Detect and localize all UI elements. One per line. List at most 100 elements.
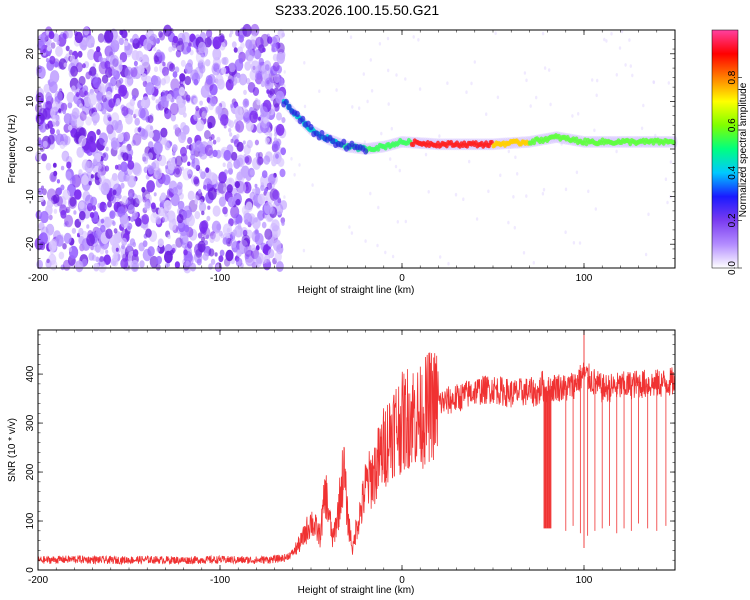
noise-blob — [91, 111, 100, 124]
noise-blob — [494, 31, 497, 35]
noise-blob — [79, 103, 83, 109]
noise-blob — [594, 207, 597, 211]
noise-blob — [120, 161, 128, 172]
noise-blob — [267, 248, 275, 259]
noise-blob — [234, 58, 244, 72]
noise-blob — [195, 107, 203, 119]
noise-blob — [222, 56, 229, 66]
noise-blob — [571, 114, 574, 118]
noise-blob — [234, 181, 240, 189]
noise-blob — [236, 154, 246, 168]
noise-blob — [114, 35, 121, 45]
noise-blob — [394, 164, 398, 169]
noise-blob — [39, 241, 46, 251]
noise-blob — [208, 248, 215, 257]
noise-blob — [254, 232, 264, 246]
noise-blob — [108, 219, 113, 226]
noise-blob — [190, 114, 198, 125]
noise-blob — [243, 244, 253, 257]
noise-blob — [98, 55, 103, 63]
noise-blob — [132, 133, 142, 146]
noise-blob — [263, 201, 273, 215]
noise-blob — [128, 204, 135, 214]
noise-blob — [64, 214, 74, 228]
noise-blob — [40, 98, 44, 104]
noise-blob — [260, 174, 270, 187]
noise-blob — [162, 66, 169, 77]
noise-blob — [218, 171, 227, 184]
noise-blob — [128, 192, 133, 199]
noise-blob — [615, 73, 618, 77]
noise-blob — [233, 213, 242, 225]
noise-blob — [215, 74, 224, 86]
noise-blob — [293, 173, 296, 177]
y-tick-label: 400 — [25, 365, 36, 382]
noise-blob — [156, 246, 161, 253]
noise-blob — [387, 68, 390, 73]
noise-blob — [163, 200, 172, 212]
noise-blob — [260, 80, 266, 88]
noise-blob — [212, 149, 218, 158]
noise-blob — [111, 68, 117, 76]
noise-blob — [59, 140, 66, 150]
noise-blob — [169, 102, 179, 116]
noise-blob — [532, 260, 535, 265]
noise-blob — [272, 61, 280, 72]
noise-blob — [92, 158, 98, 166]
noise-blob — [223, 149, 232, 161]
noise-blob — [186, 45, 192, 53]
noise-blob — [46, 45, 52, 52]
ridge-accent — [308, 123, 314, 131]
noise-blob — [273, 74, 280, 83]
noise-blob — [369, 58, 372, 62]
noise-blob — [277, 157, 285, 167]
noise-blob — [132, 249, 139, 257]
noise-blob — [87, 49, 96, 61]
noise-blob — [79, 111, 87, 121]
noise-blob — [99, 201, 106, 211]
noise-blob — [158, 30, 163, 38]
noise-blob — [376, 243, 379, 248]
noise-blob — [155, 178, 163, 188]
noise-blob — [184, 224, 190, 233]
noise-blob — [169, 249, 174, 256]
noise-blob — [158, 155, 167, 167]
noise-blob — [150, 202, 156, 210]
noise-blob — [39, 232, 48, 245]
noise-blob — [620, 29, 624, 34]
noise-blob — [155, 154, 160, 159]
x-tick-label: 100 — [576, 575, 593, 586]
noise-blob — [52, 162, 57, 168]
noise-blob — [242, 98, 250, 108]
noise-blob — [281, 117, 286, 123]
noise-blob — [258, 57, 264, 66]
noise-blob — [578, 241, 582, 245]
y-tick-label: 300 — [25, 414, 36, 431]
noise-blob — [252, 188, 256, 194]
noise-blob — [193, 78, 199, 86]
noise-blob — [243, 89, 247, 95]
noise-blob — [362, 72, 365, 76]
noise-blob — [175, 237, 183, 248]
noise-blob — [283, 70, 286, 74]
noise-blob — [62, 259, 71, 271]
y-tick-label: -10 — [25, 189, 36, 204]
noise-blob — [280, 147, 287, 156]
noise-blob — [195, 119, 205, 132]
noise-blob — [205, 167, 210, 173]
noise-blob — [41, 153, 47, 162]
noise-blob — [174, 261, 180, 269]
noise-blob — [120, 258, 129, 270]
noise-blob — [271, 43, 279, 53]
noise-blob — [257, 193, 266, 205]
noise-blob — [252, 217, 261, 230]
noise-blob — [222, 237, 228, 245]
noise-blob — [250, 60, 260, 74]
noise-blob — [153, 76, 162, 87]
noise-blob — [131, 139, 136, 146]
noise-blob — [83, 26, 90, 36]
noise-blob — [143, 38, 152, 51]
noise-blob — [220, 114, 229, 126]
ridge-accent — [341, 138, 347, 145]
